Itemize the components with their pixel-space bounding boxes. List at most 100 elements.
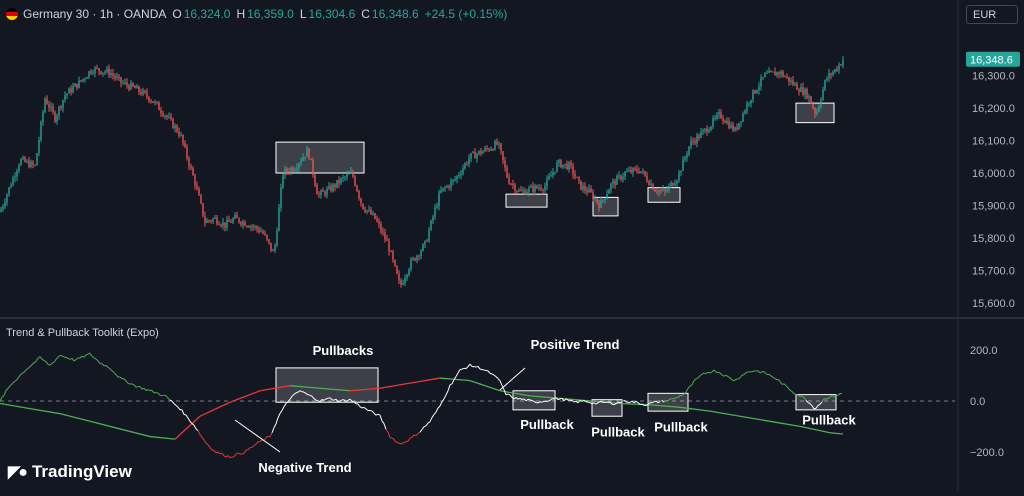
candle-body	[84, 79, 85, 80]
candle-body	[614, 181, 615, 185]
fast-line-segment	[244, 450, 246, 453]
candle-body	[406, 275, 407, 279]
candle-body	[766, 73, 767, 74]
candle-body	[710, 126, 711, 130]
fast-line-segment	[496, 377, 498, 379]
candle-body	[24, 158, 25, 162]
price-tick-label: 16,200.0	[972, 103, 1015, 115]
tradingview-logo[interactable]: ◤● TradingView	[8, 462, 132, 482]
candle-body	[516, 191, 517, 192]
fast-line-segment	[200, 435, 202, 438]
candle-body	[226, 220, 227, 228]
candle-body	[6, 194, 7, 202]
fast-line-segment	[438, 406, 440, 408]
fast-line-segment	[160, 395, 162, 396]
candle-body	[228, 220, 229, 222]
candle-body	[808, 96, 809, 98]
fast-line-segment	[722, 375, 724, 376]
high-label: H	[236, 7, 245, 21]
candle-body	[158, 103, 159, 110]
fast-line-segment	[134, 385, 136, 387]
candle-body	[80, 80, 81, 81]
candle-body	[758, 86, 759, 90]
candle-body	[370, 210, 371, 215]
fast-line-segment	[22, 372, 24, 373]
fast-line-segment	[792, 392, 794, 394]
fast-line-segment	[720, 373, 722, 375]
fast-line-segment	[506, 394, 508, 395]
candle-body	[306, 149, 307, 157]
fast-line-segment	[176, 405, 178, 407]
candle-body	[704, 129, 705, 130]
candle-body	[574, 174, 575, 177]
candle-body	[236, 215, 237, 218]
candle-body	[266, 235, 267, 239]
trend-line-segment	[30, 409, 60, 414]
candle-body	[96, 68, 97, 69]
fast-line-segment	[384, 424, 386, 430]
candle-body	[666, 190, 667, 191]
candle-body	[842, 60, 843, 65]
candle-body	[476, 154, 477, 158]
candle-body	[40, 122, 41, 140]
candle-body	[558, 160, 559, 163]
candle-body	[468, 159, 469, 164]
candle-body	[806, 89, 807, 98]
candle-body	[156, 102, 157, 103]
candle-body	[174, 126, 175, 128]
symbol-title[interactable]: Germany 30 · 1h · OANDA	[23, 7, 166, 21]
candle-body	[396, 266, 397, 274]
candle-body	[56, 115, 57, 121]
trend-line-segment	[0, 404, 30, 409]
candle-body	[308, 149, 309, 159]
annotation-label: Pullback	[591, 425, 645, 440]
fast-line-segment	[654, 401, 656, 402]
candle-body	[186, 147, 187, 158]
candle-body	[114, 75, 115, 77]
candle-body	[298, 163, 299, 167]
candle-body	[780, 72, 781, 75]
candle-body	[72, 87, 73, 93]
fast-line-segment	[202, 437, 204, 440]
candle-body	[446, 186, 447, 188]
fast-line-segment	[162, 395, 164, 396]
candle-body	[124, 82, 125, 83]
candle-body	[582, 186, 583, 190]
candle-body	[672, 183, 673, 186]
fast-line-segment	[70, 358, 72, 359]
fast-line-segment	[144, 388, 146, 390]
candle-body	[224, 222, 225, 227]
candle-body	[804, 89, 805, 95]
candle-body	[562, 165, 563, 168]
fast-line-segment	[418, 432, 420, 433]
fast-line-segment	[694, 379, 696, 381]
candle-body	[768, 71, 769, 73]
candle-body	[182, 135, 183, 143]
indicator-title[interactable]: Trend & Pullback Toolkit (Expo)	[6, 327, 159, 339]
candle-body	[166, 116, 167, 117]
fast-line-segment	[194, 425, 196, 429]
candle-body	[724, 121, 725, 123]
fast-line-segment	[532, 401, 534, 402]
fast-line-segment	[6, 388, 8, 390]
candle-body	[192, 168, 193, 176]
candle-body	[690, 141, 691, 147]
fast-line-segment	[430, 418, 432, 422]
candle-body	[284, 169, 285, 175]
candle-body	[222, 222, 223, 225]
fast-line-segment	[132, 384, 134, 385]
fast-line-segment	[50, 363, 52, 365]
candle-body	[352, 171, 353, 176]
candle-body	[256, 226, 257, 229]
candle-body	[830, 73, 831, 75]
fast-line-segment	[574, 401, 576, 402]
currency-selector[interactable]: EUR	[966, 5, 1018, 24]
fast-line-segment	[700, 374, 702, 376]
fast-line-segment	[588, 402, 590, 403]
fast-line-segment	[698, 376, 700, 378]
candle-body	[548, 177, 549, 179]
fast-line-segment	[732, 380, 734, 381]
close-label: C	[361, 7, 370, 21]
candle-body	[598, 203, 599, 208]
candle-body	[252, 226, 253, 227]
